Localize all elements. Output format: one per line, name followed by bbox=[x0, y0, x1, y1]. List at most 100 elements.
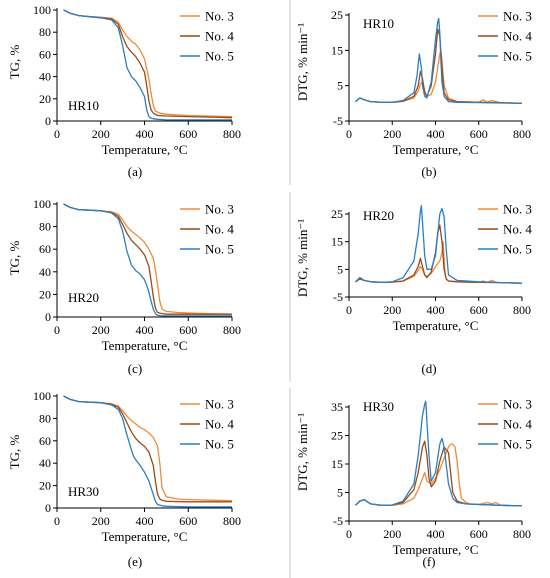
y-tick-label: -5 bbox=[333, 290, 343, 304]
y-tick-label: 40 bbox=[39, 265, 51, 279]
y-tick-label: 25 bbox=[331, 429, 343, 443]
y-axis-label: DTG, % min⁻¹ bbox=[295, 23, 310, 101]
legend-label: No. 4 bbox=[503, 417, 532, 432]
y-tick-label: 15 bbox=[331, 457, 343, 471]
y-tick-label: 25 bbox=[331, 207, 343, 221]
y-tick-label: 25 bbox=[331, 8, 343, 22]
x-tick-label: 600 bbox=[179, 514, 197, 528]
x-tick-label: 600 bbox=[179, 323, 197, 337]
chart-c: 0 20 40 60 80 100 0 200 400 600 800 Temperature, °C… bbox=[7, 197, 241, 376]
chart-a: 0 20 40 60 80 100 0 200 400 600 800 Temperature, °C… bbox=[7, 3, 241, 179]
x-tick-label: 400 bbox=[136, 323, 154, 337]
y-tick-label: 5 bbox=[337, 486, 343, 500]
panel-caption: (e) bbox=[128, 554, 142, 569]
series-line-no4 bbox=[355, 224, 523, 284]
legend-label: No. 4 bbox=[205, 222, 234, 237]
y-tick-label: 0 bbox=[45, 501, 51, 515]
y-tick-label: 5 bbox=[337, 79, 343, 93]
legend-label: No. 5 bbox=[205, 437, 234, 452]
x-tick-label: 400 bbox=[136, 127, 154, 141]
chart-d: -5 5 15 25 0 200 400 600 800 Temperature, °C DTG, … bbox=[295, 202, 532, 377]
x-tick-label: 800 bbox=[513, 127, 531, 141]
x-tick-label: 400 bbox=[427, 303, 445, 317]
panel-caption: (b) bbox=[421, 164, 436, 179]
x-axis-label: Temperature, °C bbox=[393, 542, 479, 557]
x-tick-label: 600 bbox=[470, 303, 488, 317]
y-tick-label: 40 bbox=[39, 70, 51, 84]
y-tick-label: 5 bbox=[337, 262, 343, 276]
legend-label: No. 5 bbox=[503, 437, 532, 452]
panel-caption: (c) bbox=[128, 361, 142, 376]
series-line-no5 bbox=[355, 17, 523, 104]
legend-label: No. 4 bbox=[503, 29, 532, 44]
x-axis-label: Temperature, °C bbox=[393, 142, 479, 157]
panel-caption: (a) bbox=[128, 164, 142, 179]
y-tick-label: 100 bbox=[33, 197, 51, 211]
series-line-no5 bbox=[355, 400, 523, 507]
heating-rate-label: HR10 bbox=[68, 98, 99, 113]
heating-rate-label: HR30 bbox=[363, 399, 394, 414]
x-tick-label: 600 bbox=[179, 127, 197, 141]
y-tick-label: 60 bbox=[39, 47, 51, 61]
x-tick-label: 800 bbox=[223, 323, 241, 337]
x-axis-label: Temperature, °C bbox=[393, 318, 479, 333]
legend-label: No. 5 bbox=[205, 49, 234, 64]
y-axis-label: DTG, % min⁻¹ bbox=[295, 219, 310, 297]
series-line-no5 bbox=[63, 203, 232, 317]
legend-label: No. 3 bbox=[503, 9, 532, 24]
series-line-no5 bbox=[63, 9, 232, 121]
series-line-no5 bbox=[355, 205, 523, 284]
x-tick-label: 200 bbox=[383, 303, 401, 317]
x-axis-label: Temperature, °C bbox=[102, 142, 188, 157]
series-line-no4 bbox=[355, 28, 523, 104]
legend-label: No. 3 bbox=[205, 202, 234, 217]
y-tick-label: -5 bbox=[333, 114, 343, 128]
x-tick-label: 0 bbox=[54, 514, 60, 528]
x-tick-label: 600 bbox=[470, 127, 488, 141]
y-tick-label: 20 bbox=[39, 92, 51, 106]
heating-rate-label: HR30 bbox=[68, 484, 99, 499]
legend-label: No. 4 bbox=[503, 222, 532, 237]
y-tick-label: 40 bbox=[39, 456, 51, 470]
y-tick-label: 0 bbox=[45, 310, 51, 324]
y-tick-label: 35 bbox=[331, 400, 343, 414]
y-tick-label: 60 bbox=[39, 434, 51, 448]
legend-label: No. 3 bbox=[503, 397, 532, 412]
y-axis-label: TG, % bbox=[7, 45, 22, 80]
x-tick-label: 200 bbox=[92, 514, 110, 528]
x-tick-label: 200 bbox=[383, 127, 401, 141]
panel-caption: (f) bbox=[423, 554, 436, 569]
x-tick-label: 0 bbox=[54, 127, 60, 141]
x-tick-label: 200 bbox=[383, 527, 401, 541]
chart-b: -5 5 15 25 0 200 400 600 800 Temperature, °C DTG, … bbox=[295, 8, 532, 179]
y-tick-label: 0 bbox=[45, 114, 51, 128]
legend-label: No. 5 bbox=[205, 242, 234, 257]
legend-label: No. 3 bbox=[205, 397, 234, 412]
x-tick-label: 800 bbox=[513, 303, 531, 317]
legend-label: No. 3 bbox=[503, 202, 532, 217]
x-axis-label: Temperature, °C bbox=[102, 338, 188, 353]
heating-rate-label: HR20 bbox=[68, 290, 99, 305]
x-tick-label: 0 bbox=[346, 527, 352, 541]
y-tick-label: 20 bbox=[39, 287, 51, 301]
y-axis-label: DTG, % min⁻¹ bbox=[295, 413, 310, 491]
series-line-no5 bbox=[63, 395, 232, 508]
x-tick-label: 200 bbox=[92, 323, 110, 337]
legend-label: No. 5 bbox=[503, 242, 532, 257]
legend-label: No. 4 bbox=[205, 417, 234, 432]
y-axis-label: TG, % bbox=[7, 435, 22, 470]
legend-label: No. 4 bbox=[205, 29, 234, 44]
y-tick-label: -5 bbox=[333, 514, 343, 528]
y-tick-label: 80 bbox=[39, 411, 51, 425]
y-tick-label: 20 bbox=[39, 479, 51, 493]
y-tick-label: 100 bbox=[33, 389, 51, 403]
y-tick-label: 80 bbox=[39, 220, 51, 234]
heating-rate-label: HR20 bbox=[363, 208, 394, 223]
chart-f: -5 5 15 25 35 0 200 400 600 800 Temperature, °C DTG… bbox=[295, 397, 532, 570]
x-tick-label: 400 bbox=[427, 527, 445, 541]
x-tick-label: 400 bbox=[427, 127, 445, 141]
y-tick-label: 80 bbox=[39, 25, 51, 39]
chart-e: 0 20 40 60 80 100 0 200 400 600 800 Temperature, °C… bbox=[7, 389, 241, 569]
